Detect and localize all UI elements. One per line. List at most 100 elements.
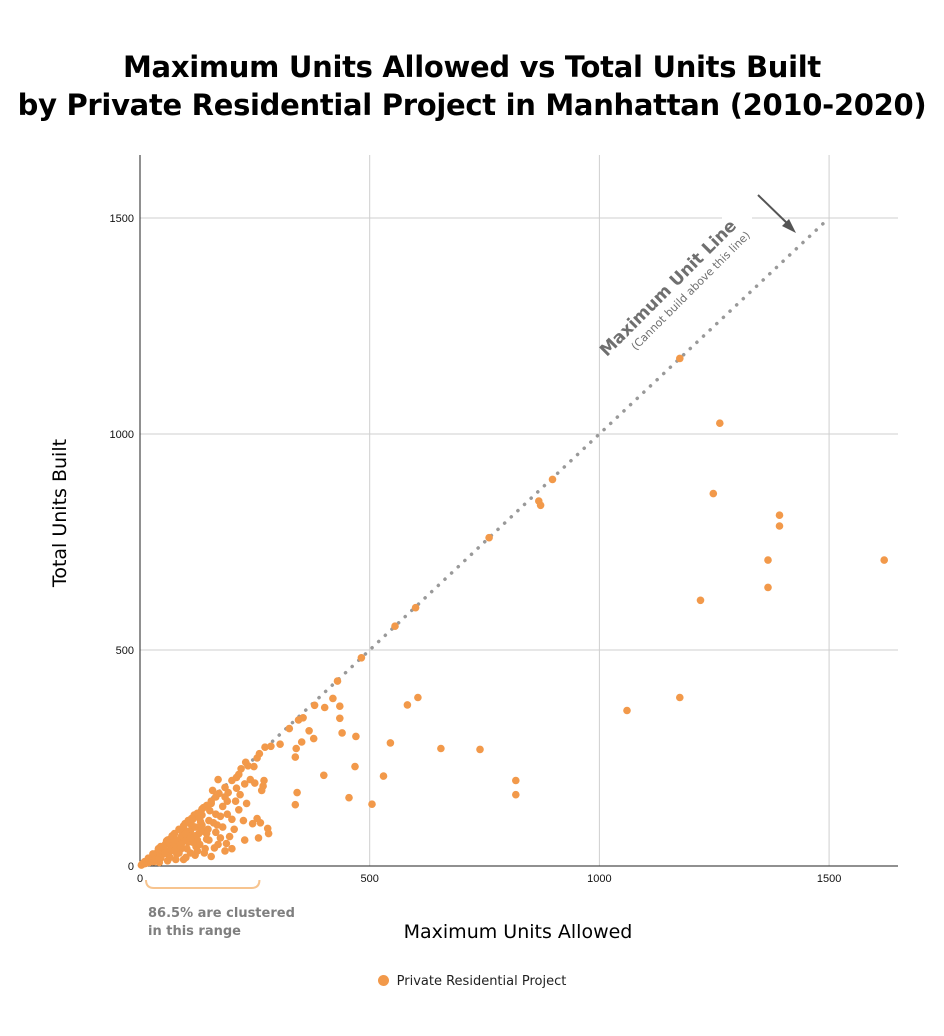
y-tick-label-3: 1500: [110, 213, 134, 225]
chart-title-line-1: Maximum Units Allowed vs Total Units Bui…: [123, 50, 821, 84]
data-point: [228, 844, 236, 853]
data-point: [309, 734, 318, 743]
data-point: [214, 775, 222, 784]
data-point: [172, 855, 180, 864]
data-point: [310, 701, 319, 710]
arrow-annotation: [757, 194, 796, 233]
grid: [140, 155, 898, 866]
data-point: [166, 853, 174, 862]
data-point: [186, 849, 195, 857]
data-point: [294, 716, 303, 724]
y-tick-label-2: 1000: [110, 429, 134, 441]
data-point: [240, 780, 249, 788]
data-point: [202, 829, 211, 838]
data-point: [261, 743, 269, 751]
data-point: [179, 855, 188, 864]
data-point: [676, 354, 684, 363]
data-point: [239, 816, 248, 825]
cluster-bracket: [145, 879, 261, 889]
data-point: [775, 511, 784, 519]
data-point: [536, 501, 545, 510]
data-point: [200, 849, 209, 857]
legend: Private Residential Project: [0, 974, 944, 989]
data-point: [235, 770, 243, 779]
data-point: [193, 847, 202, 855]
data-point: [293, 788, 301, 797]
data-point: [216, 834, 225, 842]
data-point: [709, 489, 718, 498]
data-point: [411, 603, 420, 612]
data-point: [257, 786, 266, 795]
data-point: [336, 702, 344, 710]
data-points: [137, 354, 888, 869]
x-tick-label-3: 1500: [817, 873, 841, 885]
data-point: [357, 654, 366, 662]
data-point: [218, 802, 227, 811]
data-point: [248, 819, 257, 828]
data-point: [236, 790, 244, 799]
data-point: [276, 740, 284, 748]
label-background: [722, 210, 752, 224]
data-point: [329, 694, 337, 703]
data-point: [476, 745, 484, 754]
data-point: [231, 797, 240, 805]
x-tick-label-1: 500: [361, 873, 379, 885]
data-point: [241, 758, 250, 767]
data-point: [285, 724, 294, 733]
data-point: [242, 799, 251, 808]
arrow-head-icon: [782, 219, 796, 233]
data-point: [240, 836, 249, 844]
data-point: [230, 825, 238, 834]
data-point: [338, 729, 346, 737]
data-point: [352, 732, 360, 741]
data-point: [696, 596, 705, 605]
tick-labels: 0 500 1000 1500 0 500 1000 1500: [110, 213, 842, 885]
data-point: [263, 824, 272, 833]
data-point: [716, 419, 724, 428]
data-point: [512, 790, 520, 799]
data-point: [228, 776, 236, 785]
data-point: [267, 742, 275, 751]
data-point: [775, 522, 784, 530]
data-point: [764, 583, 772, 592]
data-point: [232, 784, 241, 792]
reference-line: [138, 216, 831, 868]
data-point: [214, 840, 222, 849]
data-point: [292, 744, 301, 753]
data-point: [223, 810, 232, 818]
data-point: [336, 714, 344, 723]
axes: [139, 155, 898, 867]
cluster-annotation: 86.5% are clustered in this range: [145, 879, 295, 939]
data-point: [179, 822, 188, 830]
data-point: [880, 556, 888, 564]
data-point: [320, 771, 328, 780]
data-point: [170, 847, 179, 855]
data-point: [208, 786, 217, 795]
data-point: [212, 810, 220, 818]
data-point: [209, 819, 218, 827]
data-point: [548, 475, 557, 484]
data-point: [305, 727, 313, 735]
data-point: [437, 744, 445, 753]
data-point: [391, 622, 399, 630]
data-point: [320, 703, 329, 712]
data-point: [224, 788, 232, 797]
data-point: [198, 821, 206, 829]
data-point: [764, 556, 772, 564]
data-point: [403, 701, 412, 709]
reference-line-title: Maximum Unit Line: [596, 216, 741, 361]
legend-marker-icon: [377, 975, 389, 986]
data-point: [156, 842, 165, 851]
data-point: [254, 834, 263, 842]
data-point: [225, 832, 234, 841]
data-point: [205, 836, 213, 844]
maximum-unit-line: [138, 216, 831, 868]
data-point: [255, 749, 264, 758]
arrow-shaft: [757, 194, 791, 227]
cluster-note-line-2: in this range: [148, 924, 241, 939]
cluster-note-line-1: 86.5% are clustered: [148, 906, 295, 921]
chart-title-line-2: by Private Residential Project in Manhat…: [17, 88, 927, 122]
reference-line-label: Maximum Unit Line (Cannot build above th…: [596, 216, 753, 361]
x-tick-label-2: 1000: [587, 873, 611, 885]
